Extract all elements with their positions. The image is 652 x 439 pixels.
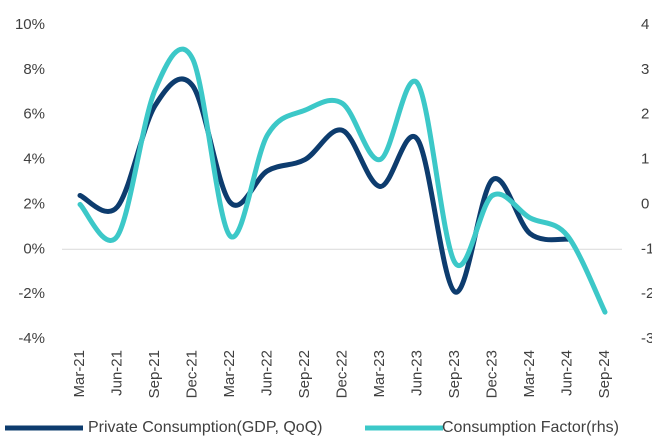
x-tick-label: Sep-22 — [296, 350, 313, 398]
x-tick-label: Sep-23 — [446, 350, 463, 398]
x-tick-label: Mar-23 — [371, 350, 388, 398]
x-tick-label: Mar-22 — [221, 350, 238, 398]
y2-tick-label: 3 — [641, 61, 649, 78]
x-tick-label: Jun-23 — [408, 350, 425, 396]
x-tick-label: Mar-21 — [71, 350, 88, 398]
x-tick-label: Dec-22 — [333, 350, 350, 398]
y2-tick-label: -1 — [641, 240, 652, 257]
x-tick-label: Sep-21 — [146, 350, 163, 398]
series-line — [77, 46, 608, 315]
x-tick-label: Mar-24 — [521, 350, 538, 398]
y2-tick-label: -2 — [641, 285, 652, 302]
x-tick-label: Sep-24 — [596, 350, 613, 398]
y-tick-label: -2% — [18, 285, 45, 302]
x-tick-label: Jun-21 — [108, 350, 125, 396]
y-tick-label: 4% — [23, 151, 45, 168]
y2-tick-label: 4 — [641, 16, 649, 33]
y-tick-label: 2% — [23, 195, 45, 212]
y-tick-label: 6% — [23, 106, 45, 123]
y2-tick-label: 1 — [641, 151, 649, 168]
x-tick-label: Dec-23 — [483, 350, 500, 398]
y-tick-label: 0% — [23, 240, 45, 257]
y-tick-label: 10% — [15, 16, 45, 33]
series-line — [77, 76, 570, 295]
y2-tick-label: 0 — [641, 195, 649, 212]
y-tick-label: -4% — [18, 330, 45, 347]
y-tick-label: 8% — [23, 61, 45, 78]
legend-label: Private Consumption(GDP, QoQ) — [88, 419, 322, 436]
x-tick-label: Jun-22 — [258, 350, 275, 396]
y2-tick-label: 2 — [641, 106, 649, 123]
legend-label: Consumption Factor(rhs) — [442, 419, 619, 436]
x-tick-label: Dec-21 — [183, 350, 200, 398]
y2-tick-label: -3 — [641, 330, 652, 347]
x-tick-label: Jun-24 — [558, 350, 575, 396]
